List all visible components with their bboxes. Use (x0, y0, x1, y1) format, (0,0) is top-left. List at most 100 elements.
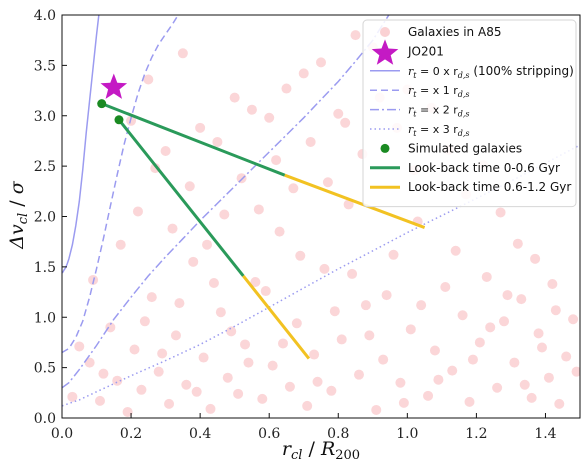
legend-mid: = x 2 r (416, 104, 458, 117)
legend-label: Look-back time 0.6-1.2 Gyr (408, 180, 571, 194)
galaxy-point (233, 388, 244, 399)
galaxy-point (139, 316, 150, 327)
legend-sub2: d,s (458, 71, 470, 80)
legend-label: rt = x 2 rd,s (408, 104, 470, 119)
galaxy-point (381, 290, 392, 301)
galaxy-point (492, 382, 503, 393)
legend-box (362, 19, 577, 208)
galaxy-point (326, 385, 337, 396)
x-title-divider: / (302, 438, 320, 460)
galaxy-point (174, 298, 185, 309)
galaxy-point (98, 368, 109, 379)
galaxy-point (274, 226, 285, 237)
legend-sub2: d,s (458, 129, 470, 138)
galaxy-point (170, 330, 181, 341)
galaxy-point (160, 146, 171, 157)
galaxy-point (136, 384, 147, 395)
galaxy-point (226, 326, 237, 337)
legend-label: Look-back time 0-0.6 Gyr (408, 161, 560, 175)
legend-label: JO201 (407, 44, 444, 58)
lookback-segment (242, 275, 311, 360)
galaxy-point (105, 322, 116, 333)
galaxy-point (143, 74, 154, 85)
truncation-curve-dashdot (62, 15, 390, 389)
galaxy-point (495, 207, 506, 218)
jo201-star-marker (100, 73, 128, 99)
x-tick-label: 0.2 (120, 426, 142, 442)
legend-sub2: d,s (458, 110, 470, 119)
galaxy-point (195, 122, 206, 133)
galaxy-point (302, 400, 313, 411)
legend-sub: t (413, 129, 417, 138)
galaxy-point (208, 277, 219, 288)
legend-label: rt = x 3 rd,s (408, 123, 470, 138)
galaxy-point (316, 57, 326, 68)
y-tick-label: 4.0 (34, 8, 56, 24)
galaxy-point (250, 276, 261, 287)
galaxy-point (309, 349, 320, 360)
galaxy-point (240, 339, 251, 350)
y-tick-label: 3.5 (34, 58, 56, 74)
axes: 0.0 0.2 0.4 0.6 0.8 1.0 1.2 1.4 0.0 0.5 1.0 1.5 2.0 2… (34, 8, 557, 442)
galaxy-point (288, 183, 299, 194)
galaxy-point (543, 372, 554, 383)
galaxy-point (74, 341, 85, 352)
galaxy-point (360, 300, 371, 311)
galaxy-point (177, 48, 188, 59)
galaxy-point (336, 334, 347, 345)
galaxy-point (440, 282, 451, 293)
y-tick-label: 0.5 (34, 361, 56, 377)
y-title-symbol: Δv (6, 224, 28, 250)
lookback-segment (284, 173, 426, 229)
y-tick-label: 1.0 (34, 310, 56, 326)
galaxy-point (122, 406, 133, 417)
galaxy-point (264, 112, 275, 123)
lookback-segment (101, 102, 286, 177)
legend-label: Galaxies in A85 (408, 25, 501, 39)
galaxy-point (157, 348, 168, 359)
galaxy-point (284, 381, 295, 392)
legend-sub: t (413, 90, 417, 99)
y-title-sigma: σ (6, 180, 28, 194)
galaxy-point (215, 307, 226, 318)
galaxy-point (253, 204, 264, 215)
galaxy-point (219, 209, 230, 220)
galaxy-point (246, 104, 257, 115)
x-title-subscript-2: 200 (335, 448, 360, 462)
galaxy-point (260, 286, 271, 297)
galaxy-point (243, 357, 254, 368)
x-tick-label: 0.4 (189, 426, 211, 442)
galaxy-point (395, 377, 406, 388)
x-title-symbol: r (282, 438, 293, 460)
galaxy-point (267, 360, 278, 371)
galaxy-point (433, 374, 444, 385)
galaxy-point (236, 173, 247, 184)
galaxy-point (450, 245, 461, 256)
legend-sub: t (413, 71, 417, 80)
galaxy-point (191, 386, 202, 397)
simulated-galaxy-marker (114, 115, 124, 125)
x-title-symbol-2: R (320, 438, 335, 460)
galaxy-point (129, 344, 140, 355)
truncation-curve-dashed (62, 15, 180, 354)
x-tick-label: 0.8 (327, 426, 349, 442)
x-title-subscript: cl (291, 448, 302, 462)
galaxy-point (516, 294, 527, 305)
y-tick-label: 2.5 (34, 159, 56, 175)
galaxy-point (67, 391, 78, 402)
galaxy-point (502, 290, 513, 301)
legend-r: r (408, 65, 414, 78)
galaxy-point (474, 337, 485, 348)
legend-mid: = 0 x r (416, 65, 458, 78)
y-tick-label: 2.0 (34, 210, 56, 226)
legend-label: rt = 0 x rd,s (100% stripping) (408, 64, 574, 80)
galaxy-point (278, 338, 289, 349)
galaxy-point (222, 372, 233, 383)
galaxy-point (347, 268, 358, 279)
galaxy-point (298, 68, 309, 79)
galaxy-point (533, 328, 544, 339)
galaxy-point (457, 310, 468, 321)
galaxy-point (202, 239, 213, 250)
simulated-galaxy-marker (97, 99, 107, 109)
